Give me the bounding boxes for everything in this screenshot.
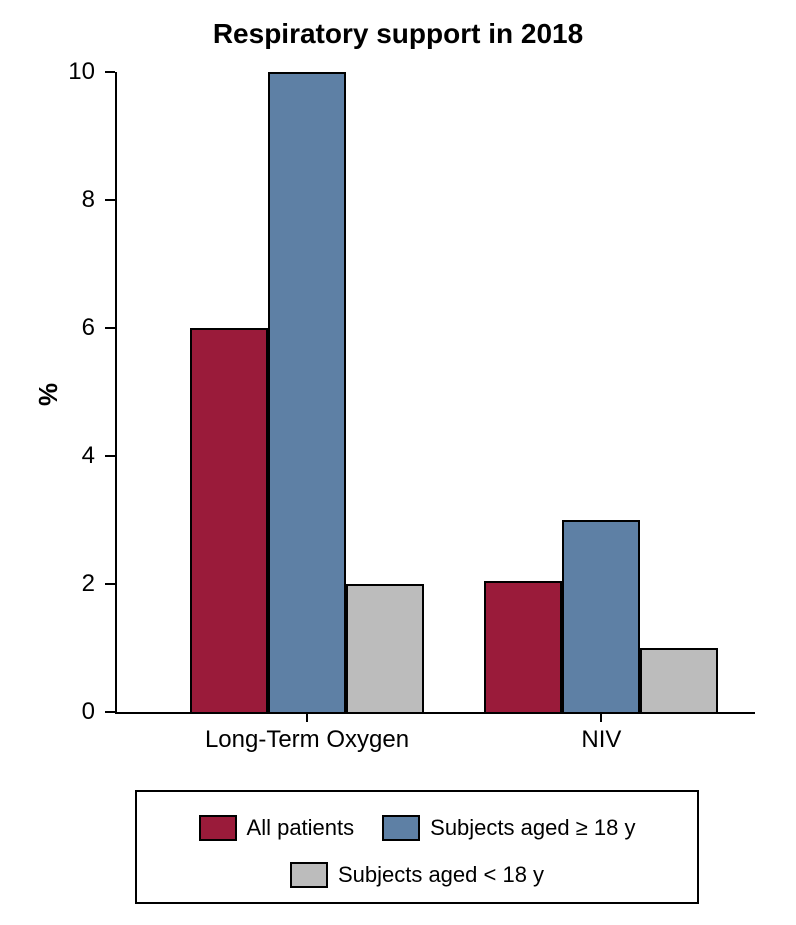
x-tick: [306, 712, 308, 722]
legend-swatch: [199, 815, 237, 841]
legend-label: Subjects aged ≥ 18 y: [430, 815, 635, 841]
x-axis: [115, 712, 755, 714]
bar: [346, 584, 424, 712]
y-tick-label: 0: [45, 698, 95, 726]
y-tick: [105, 583, 115, 585]
x-tick: [600, 712, 602, 722]
y-tick-label: 2: [45, 570, 95, 598]
bar: [190, 328, 268, 712]
plot-area: [115, 72, 755, 712]
bar: [562, 520, 640, 712]
chart-title: Respiratory support in 2018: [0, 18, 796, 50]
legend-row: Subjects aged < 18 y: [137, 851, 697, 898]
legend-row: All patients Subjects aged ≥ 18 y: [137, 804, 697, 851]
category-label: NIV: [441, 726, 761, 754]
legend-label: Subjects aged < 18 y: [338, 862, 544, 888]
legend-item: All patients: [199, 815, 355, 841]
legend-swatch: [382, 815, 420, 841]
legend-item: Subjects aged < 18 y: [290, 862, 544, 888]
y-tick-label: 8: [45, 186, 95, 214]
bar: [484, 581, 562, 712]
legend-label: All patients: [247, 815, 355, 841]
legend-item: Subjects aged ≥ 18 y: [382, 815, 635, 841]
legend: All patients Subjects aged ≥ 18 y Subject…: [135, 790, 699, 904]
bar: [268, 72, 346, 712]
y-tick: [105, 199, 115, 201]
y-tick-label: 10: [45, 58, 95, 86]
chart-container: Respiratory support in 2018 % All patien…: [0, 0, 796, 925]
bar: [640, 648, 718, 712]
y-axis: [115, 72, 117, 712]
y-tick: [105, 455, 115, 457]
y-tick: [105, 71, 115, 73]
y-tick: [105, 327, 115, 329]
y-tick-label: 6: [45, 314, 95, 342]
legend-swatch: [290, 862, 328, 888]
category-label: Long-Term Oxygen: [147, 726, 467, 754]
y-tick: [105, 711, 115, 713]
y-tick-label: 4: [45, 442, 95, 470]
y-axis-label: %: [33, 383, 64, 406]
